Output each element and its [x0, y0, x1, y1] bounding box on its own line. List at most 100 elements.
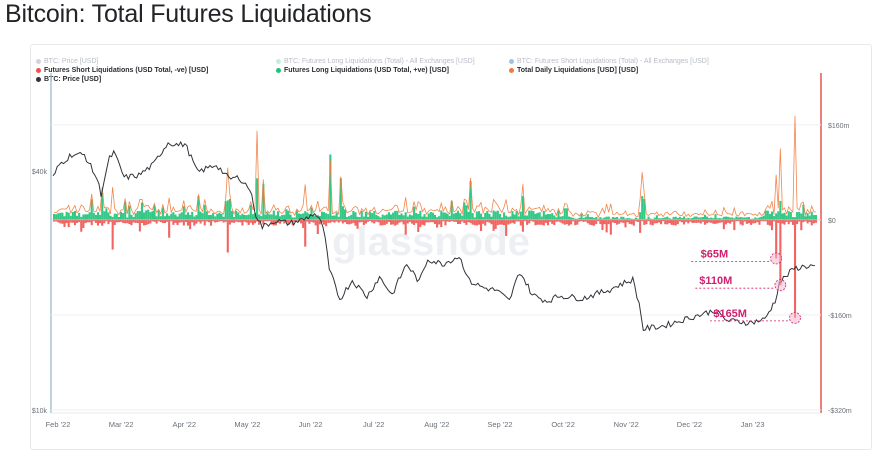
- legend-dot-icon: [36, 59, 41, 64]
- long-liquidation-bar: [264, 214, 267, 220]
- short-liquidation-bar: [718, 219, 721, 223]
- long-liquidation-bar: [620, 216, 623, 220]
- long-liquidation-bar: [157, 210, 160, 220]
- long-liquidation-bar: [99, 214, 102, 220]
- short-liquidation-bar: [712, 219, 715, 224]
- long-liquidation-bar: [515, 211, 518, 220]
- legend-item[interactable]: Futures Long Liquidations (USD Total, +v…: [276, 67, 449, 74]
- short-liquidation-bar: [233, 219, 236, 223]
- short-liquidation-bar: [576, 219, 579, 225]
- short-liquidation-bar: [542, 219, 545, 226]
- left-axis-tick-label: $40k: [32, 169, 48, 176]
- short-liquidation-bar: [256, 219, 259, 222]
- annotation-label: $110M: [699, 275, 732, 287]
- left-axis-tick-label: $10k: [32, 408, 48, 415]
- short-liquidation-bar: [703, 219, 707, 225]
- short-liquidation-bar: [427, 219, 430, 223]
- long-liquidation-bar: [262, 184, 265, 220]
- legend-item[interactable]: Futures Short Liquidations (USD Total, -…: [36, 67, 208, 74]
- short-liquidation-bar: [632, 219, 635, 226]
- long-liquidation-bar: [421, 216, 424, 220]
- legend-dot-icon: [509, 59, 514, 64]
- short-liquidation-bar: [209, 219, 213, 226]
- long-liquidation-bar: [80, 216, 83, 220]
- short-liquidation-bar: [584, 219, 587, 222]
- short-liquidation-bar: [785, 219, 788, 222]
- long-liquidation-bar: [484, 212, 487, 220]
- long-liquidation-bar: [469, 181, 472, 220]
- long-liquidation-bar: [346, 216, 349, 220]
- long-liquidation-bar: [245, 215, 248, 220]
- long-liquidation-bar: [184, 214, 187, 220]
- legend-item[interactable]: BTC: Futures Short Liquidations (Total) …: [509, 58, 709, 65]
- long-liquidation-bar: [170, 213, 173, 220]
- short-liquidation-bar: [201, 219, 204, 222]
- x-axis-tick-label: Oct '22: [551, 420, 575, 429]
- legend-item[interactable]: BTC: Futures Long Liquidations (Total) -…: [276, 58, 475, 65]
- short-liquidation-bar: [247, 219, 250, 225]
- short-liquidation-bar: [538, 219, 541, 225]
- short-liquidation-bar: [295, 219, 298, 222]
- short-liquidation-bar: [572, 219, 575, 222]
- long-liquidation-bar: [220, 213, 223, 220]
- x-axis-tick-label: Nov '22: [614, 420, 639, 429]
- short-liquidation-bar: [515, 219, 518, 222]
- short-liquidation-bar: [205, 219, 208, 222]
- long-liquidation-bar: [764, 210, 767, 220]
- long-liquidation-bar: [323, 212, 326, 220]
- long-liquidation-bar: [297, 213, 300, 220]
- long-liquidation-bar: [448, 215, 451, 220]
- long-liquidation-bar: [618, 218, 621, 220]
- short-liquidation-bar: [779, 219, 782, 286]
- short-liquidation-bar: [195, 219, 198, 224]
- long-liquidation-bar: [364, 211, 367, 220]
- short-liquidation-bar: [251, 219, 254, 225]
- short-liquidation-bar: [264, 219, 267, 222]
- short-liquidation-bar: [544, 219, 547, 223]
- long-liquidation-bar: [394, 210, 397, 220]
- short-liquidation-bar: [341, 219, 344, 224]
- long-liquidation-bar: [329, 154, 332, 220]
- long-liquidation-bar: [588, 217, 591, 220]
- short-liquidation-bar: [266, 219, 269, 222]
- short-liquidation-bar: [559, 219, 562, 223]
- short-liquidation-bar: [186, 219, 190, 226]
- long-liquidation-bar: [762, 215, 765, 220]
- long-liquidation-bar: [289, 214, 292, 220]
- short-liquidation-bar: [806, 219, 809, 224]
- short-liquidation-bar: [272, 219, 275, 226]
- short-liquidation-bar: [241, 219, 244, 226]
- short-liquidation-bar: [61, 219, 64, 224]
- legend-item[interactable]: BTC: Price [USD]: [36, 58, 98, 65]
- short-liquidation-bar: [521, 219, 524, 232]
- long-liquidation-bar: [777, 211, 780, 220]
- annotation-label: $165M: [713, 308, 747, 320]
- x-axis-tick-label: Jun '22: [299, 420, 323, 429]
- long-liquidation-bar: [528, 210, 531, 220]
- short-liquidation-bar: [88, 219, 91, 223]
- long-liquidation-bar: [337, 216, 340, 220]
- long-liquidation-bar: [467, 211, 470, 220]
- legend-item[interactable]: BTC: Price [USD]: [36, 76, 101, 83]
- long-liquidation-bar: [115, 213, 118, 220]
- liquidation-bars: [53, 154, 818, 318]
- long-liquidation-bar: [343, 209, 347, 220]
- short-liquidation-bar: [513, 219, 516, 224]
- long-liquidation-bar: [641, 196, 644, 220]
- long-liquidation-bar: [117, 217, 120, 220]
- legend-item[interactable]: Total Daily Liquidations [USD] [USD]: [509, 67, 638, 74]
- long-liquidation-bar: [565, 208, 568, 220]
- short-liquidation-bar: [517, 219, 520, 222]
- long-liquidation-bar: [750, 218, 753, 220]
- long-liquidation-bar: [134, 213, 137, 220]
- long-liquidation-bar: [595, 217, 598, 220]
- long-liquidation-bar: [207, 215, 210, 220]
- long-liquidation-bar: [461, 215, 464, 220]
- x-axis-tick-label: Aug '22: [424, 420, 449, 429]
- long-liquidation-bar: [492, 210, 495, 220]
- short-liquidation-bar: [463, 219, 466, 224]
- short-liquidation-bar: [695, 219, 698, 223]
- short-liquidation-bar: [302, 219, 305, 228]
- long-liquidation-bar: [452, 213, 455, 220]
- short-liquidation-bar: [440, 219, 443, 228]
